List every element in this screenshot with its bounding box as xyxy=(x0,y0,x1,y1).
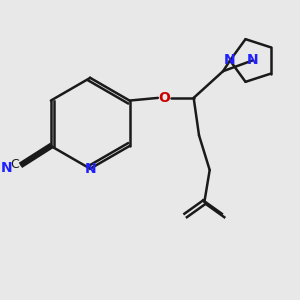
Text: C: C xyxy=(10,158,19,171)
Text: N: N xyxy=(1,161,12,176)
Text: N: N xyxy=(224,53,236,68)
Text: N: N xyxy=(84,162,96,176)
Text: O: O xyxy=(158,91,170,105)
Text: N: N xyxy=(247,53,258,68)
